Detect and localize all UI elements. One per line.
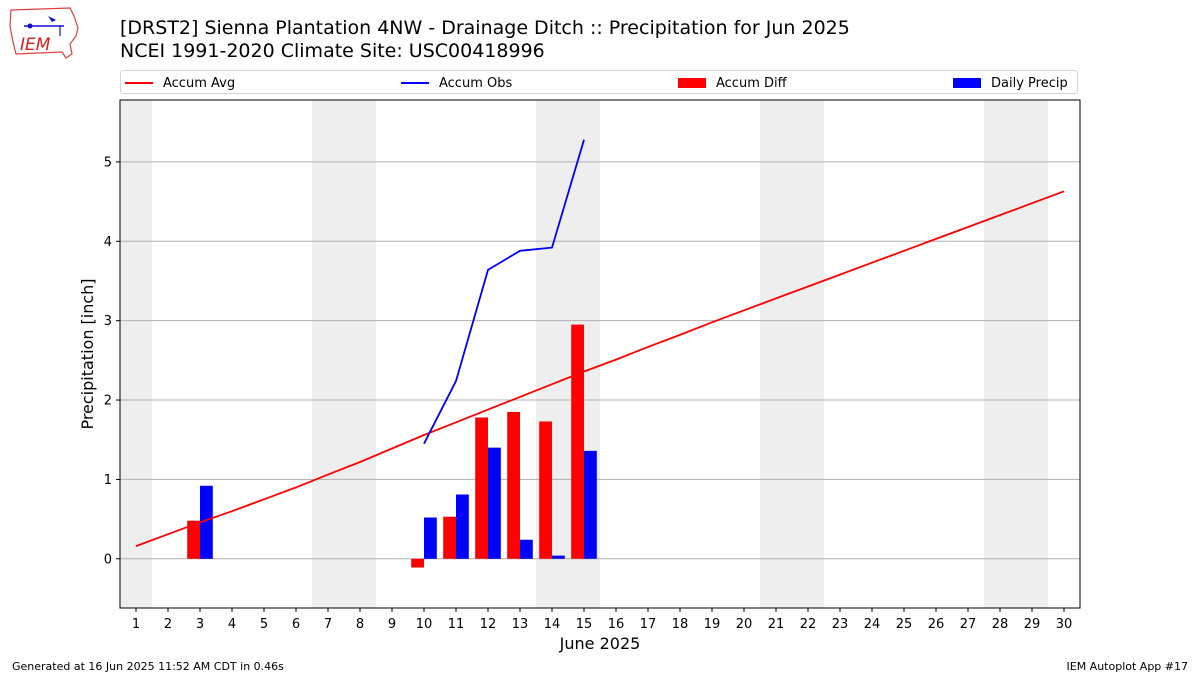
plot-frame	[119, 99, 1081, 609]
x-tick-label: 8	[356, 617, 364, 632]
chart-subtitle: NCEI 1991-2020 Climate Site: USC00418996	[120, 40, 545, 62]
x-tick-label: 18	[672, 617, 689, 632]
app-id: IEM Autoplot App #17	[1066, 660, 1189, 673]
weekend-shade	[760, 100, 824, 608]
daily-precip-bar	[200, 485, 213, 559]
daily-precip-bar	[456, 494, 469, 559]
daily-precip-bar	[520, 539, 533, 559]
x-tick-label: 10	[416, 617, 433, 632]
x-tick-label: 28	[992, 617, 1009, 632]
y-tick-label: 1	[104, 473, 112, 488]
logo-text: IEM	[20, 35, 51, 55]
x-tick-label: 23	[832, 617, 849, 632]
x-tick-label: 26	[928, 617, 945, 632]
y-tick-label: 3	[104, 314, 112, 329]
daily-precip-bar	[488, 447, 501, 559]
x-tick-label: 9	[388, 617, 396, 632]
accum-diff-bar	[571, 324, 584, 559]
accum-avg-line	[135, 190, 1065, 547]
accum-diff-bar	[187, 520, 200, 559]
x-tick-label: 5	[260, 617, 268, 632]
weekend-shade	[984, 100, 1048, 608]
weekend-shade	[312, 100, 376, 608]
x-tick-label: 16	[608, 617, 625, 632]
x-tick-label: 6	[292, 617, 300, 632]
x-tick-label: 30	[1056, 617, 1073, 632]
x-tick-label: 1	[132, 617, 140, 632]
x-tick-label: 17	[640, 617, 657, 632]
x-tick-label: 11	[448, 617, 465, 632]
x-tick-label: 22	[800, 617, 817, 632]
daily-precip-bar	[552, 555, 565, 559]
legend-label: Accum Avg	[163, 75, 236, 91]
x-tick-label: 3	[196, 617, 204, 632]
generated-timestamp: Generated at 16 Jun 2025 11:52 AM CDT in…	[12, 660, 284, 673]
y-tick-label: 4	[104, 235, 112, 250]
legend-item-accum-obs: Accum Obs	[401, 74, 512, 92]
x-tick-label: 20	[736, 617, 753, 632]
x-tick-label: 24	[864, 617, 881, 632]
weekend-shade	[120, 100, 152, 608]
chart-title: [DRST2] Sienna Plantation 4NW - Drainage…	[120, 17, 850, 39]
iowa-outline-icon	[9, 7, 79, 59]
legend-item-daily-precip: Daily Precip	[953, 74, 1068, 92]
legend-item-accum-avg: Accum Avg	[125, 74, 235, 92]
x-tick-label: 29	[1024, 617, 1041, 632]
x-tick-label: 4	[228, 617, 236, 632]
accum-diff-bar	[475, 417, 488, 559]
x-tick-label: 19	[704, 617, 721, 632]
x-tick-label: 15	[576, 617, 593, 632]
daily-precip-bar	[424, 517, 437, 559]
legend-line-swatch	[401, 82, 429, 84]
accum-diff-bar	[507, 411, 520, 559]
y-tick-label: 5	[104, 155, 112, 170]
accum-obs-line	[423, 139, 585, 445]
y-tick-label: 2	[104, 394, 112, 409]
legend-label: Accum Diff	[716, 75, 787, 91]
x-tick-label: 13	[512, 617, 529, 632]
accum-diff-bar	[411, 558, 424, 568]
legend-bar-swatch	[953, 78, 981, 88]
x-tick-label: 21	[768, 617, 785, 632]
x-tick-label: 25	[896, 617, 913, 632]
daily-precip-bar	[584, 450, 597, 559]
legend-bar-swatch	[678, 78, 706, 88]
iem-logo: IEM	[8, 6, 80, 60]
x-tick-label: 14	[544, 617, 561, 632]
legend-label: Daily Precip	[991, 75, 1068, 91]
x-tick-label: 7	[324, 617, 332, 632]
y-tick-label: 0	[104, 552, 112, 567]
accum-diff-bar	[443, 516, 456, 559]
chart-legend: Accum Avg Accum Obs Accum Diff Daily Pre…	[120, 70, 1078, 94]
x-axis-label: June 2025	[559, 634, 641, 653]
legend-label: Accum Obs	[439, 75, 513, 91]
x-tick-label: 12	[480, 617, 497, 632]
legend-item-accum-diff: Accum Diff	[678, 74, 787, 92]
x-tick-label: 2	[164, 617, 172, 632]
legend-line-swatch	[125, 82, 153, 84]
y-axis-label: Precipitation [inch]	[78, 278, 97, 429]
accum-diff-bar	[539, 421, 552, 559]
x-tick-label: 27	[960, 617, 977, 632]
